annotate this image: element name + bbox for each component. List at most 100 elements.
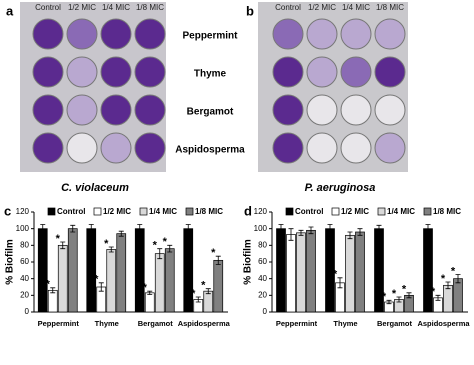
bar — [106, 249, 117, 313]
error-bar — [185, 224, 191, 234]
y-tick-label: 0 — [263, 307, 268, 316]
error-bar — [435, 294, 441, 301]
error-bar — [60, 241, 66, 250]
bar — [47, 289, 58, 313]
x-tick-label: Aspidosperma — [417, 319, 470, 328]
significance-marker: * — [431, 286, 436, 298]
bar — [57, 244, 68, 313]
column-label: 1/2 MIC — [308, 3, 336, 12]
error-bar — [167, 244, 173, 253]
x-tick-label: Peppermint — [38, 319, 80, 328]
error-bar — [195, 296, 201, 303]
well — [306, 94, 338, 126]
bar — [306, 229, 316, 313]
well — [100, 94, 132, 126]
x-tick-label: Thyme — [95, 319, 119, 328]
well — [374, 132, 406, 164]
significance-marker: * — [143, 282, 148, 294]
well — [134, 56, 166, 88]
significance-marker: * — [333, 269, 338, 281]
well — [66, 18, 98, 50]
well — [66, 132, 98, 164]
organism-label: P. aeruginosa — [305, 182, 376, 194]
legend-label: 1/8 MIC — [433, 207, 461, 216]
x-tick-label: Peppermint — [276, 319, 318, 328]
significance-marker: * — [191, 288, 196, 300]
column-label: 1/4 MIC — [102, 3, 130, 12]
well — [340, 56, 372, 88]
well — [100, 56, 132, 88]
legend-swatch — [423, 207, 432, 216]
bar — [86, 228, 97, 313]
y-axis-label: % Biofilm — [5, 239, 16, 285]
significance-marker: * — [56, 233, 61, 245]
well — [340, 132, 372, 164]
bar — [453, 278, 463, 313]
panel-label: a — [6, 3, 14, 18]
well — [306, 132, 338, 164]
well — [374, 18, 406, 50]
well — [100, 132, 132, 164]
bar — [67, 228, 78, 313]
significance-marker: * — [451, 265, 456, 277]
bar — [296, 232, 306, 313]
bar — [134, 228, 145, 313]
column-label: 1/8 MIC — [136, 3, 164, 12]
significance-marker: * — [382, 291, 387, 303]
significance-marker: * — [104, 238, 109, 250]
bar — [164, 248, 175, 313]
well — [374, 94, 406, 126]
bar — [213, 259, 224, 313]
panel-label: d — [244, 203, 252, 218]
legend-label: 1/2 MIC — [341, 207, 369, 216]
well — [306, 56, 338, 88]
well — [340, 94, 372, 126]
y-tick-label: 120 — [254, 207, 268, 216]
well — [32, 18, 64, 50]
bar — [116, 233, 127, 313]
well — [134, 94, 166, 126]
error-bar — [327, 224, 333, 234]
row-label: Peppermint — [182, 31, 238, 42]
well — [100, 18, 132, 50]
bar — [203, 290, 214, 313]
error-bar — [347, 231, 353, 240]
well — [340, 18, 372, 50]
legend-swatch — [185, 207, 194, 216]
significance-marker: * — [201, 280, 206, 292]
x-tick-label: Thyme — [333, 319, 357, 328]
legend-swatch — [93, 207, 102, 216]
legend-label: 1/8 MIC — [195, 207, 223, 216]
legend-swatch — [139, 207, 148, 216]
significance-marker: * — [441, 273, 446, 285]
y-tick-label: 0 — [25, 307, 30, 316]
legend-label: 1/4 MIC — [149, 207, 177, 216]
y-tick-label: 100 — [16, 224, 30, 233]
x-tick-label: Aspidosperma — [178, 319, 231, 328]
y-tick-label: 100 — [254, 224, 268, 233]
organism-label: C. violaceum — [61, 182, 129, 194]
x-tick-label: Bergamot — [377, 319, 413, 328]
column-label: Control — [275, 3, 301, 12]
y-axis-label: % Biofilm — [243, 239, 254, 285]
bar — [144, 292, 155, 313]
significance-marker: * — [211, 247, 216, 259]
error-bar — [88, 224, 94, 234]
error-bar — [157, 248, 163, 260]
row-label: Aspidosperma — [175, 145, 245, 156]
well — [272, 132, 304, 164]
legend-label: Control — [57, 207, 85, 216]
legend-swatch — [377, 207, 386, 216]
error-bar — [98, 282, 104, 292]
y-tick-label: 20 — [20, 290, 29, 299]
error-bar — [445, 281, 451, 290]
significance-marker: * — [46, 279, 51, 291]
bar — [423, 228, 433, 313]
error-bar — [396, 296, 402, 303]
legend-swatch — [47, 207, 56, 216]
well — [32, 94, 64, 126]
panel-label: b — [246, 3, 254, 18]
error-bar — [278, 224, 284, 234]
well — [66, 56, 98, 88]
y-tick-label: 60 — [258, 257, 267, 266]
